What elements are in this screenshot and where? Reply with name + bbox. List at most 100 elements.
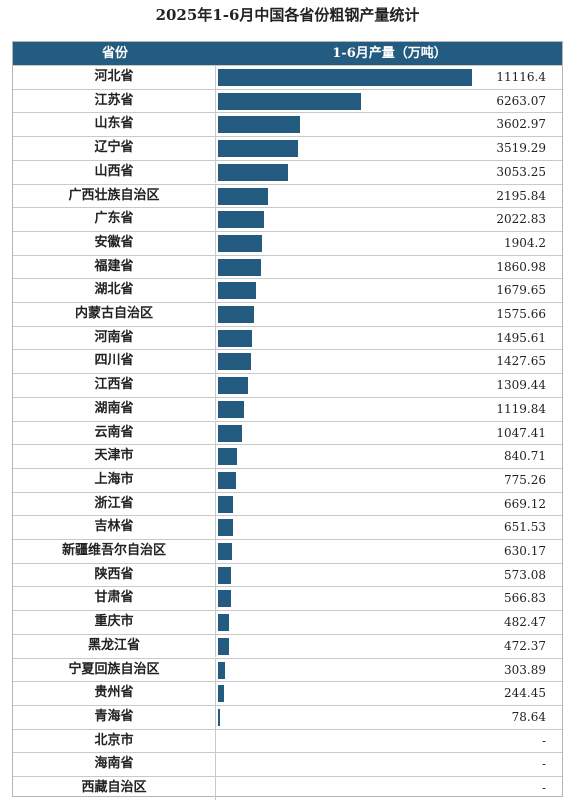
bar: [218, 685, 224, 703]
value-label: 573.08: [504, 567, 546, 582]
value-label: 651.53: [504, 520, 546, 535]
bar: [218, 448, 238, 466]
province-label: 四川省: [13, 350, 216, 374]
value-label: 630.17: [504, 544, 546, 558]
bar: [218, 187, 269, 205]
table-row: 甘肃省 566.83: [13, 586, 562, 611]
bar: [218, 329, 253, 347]
table-row: 陕西省 573.08: [13, 562, 562, 587]
table-row: 广东省 2022.83: [13, 207, 562, 231]
bar: [218, 306, 254, 323]
value-label: -: [541, 757, 546, 772]
table-row: 北京市 -: [13, 728, 562, 753]
table-row: 吉林省 651.53: [13, 515, 562, 539]
value-label: 2195.84: [496, 188, 546, 203]
bar: [218, 424, 242, 442]
bar: [218, 661, 225, 679]
value-label: 1427.65: [496, 354, 546, 369]
table-row: 西藏自治区 -: [13, 776, 562, 800]
bar: [218, 637, 229, 655]
table-row: 山东省 3602.97: [13, 112, 562, 137]
province-label: 吉林省: [13, 516, 216, 539]
value-label: 775.26: [504, 472, 546, 487]
province-label: 陕西省: [13, 563, 216, 587]
province-label: 内蒙古自治区: [13, 303, 216, 326]
province-label: 海南省: [13, 753, 216, 776]
province-label: 辽宁省: [13, 137, 216, 160]
value-label: 1904.2: [504, 235, 546, 250]
value-label: 840.71: [504, 449, 546, 464]
value-label: 3053.25: [496, 164, 546, 179]
value-label: 3602.97: [496, 117, 546, 132]
value-label: 1309.44: [496, 378, 546, 393]
table-row: 辽宁省 3519.29: [13, 136, 562, 160]
province-label: 上海市: [13, 468, 216, 492]
bar: [218, 590, 231, 608]
table-row: 黑龙江省 472.37: [13, 633, 562, 658]
table-row: 天津市 840.71: [13, 444, 562, 468]
table-row: 江西省 1309.44: [13, 373, 562, 397]
bar: [218, 400, 244, 418]
bar: [218, 471, 236, 489]
province-label: 广西壮族自治区: [13, 184, 216, 208]
value-label: 11116.4: [496, 70, 546, 84]
bar: [218, 519, 233, 537]
bar: [218, 566, 232, 584]
bar: [218, 353, 251, 371]
bar: [218, 543, 233, 560]
province-label: 湖北省: [13, 279, 216, 302]
table-row: 山西省 3053.25: [13, 159, 562, 184]
table-row: 新疆维吾尔自治区 630.17: [13, 539, 562, 563]
table-row: 贵州省 244.45: [13, 681, 562, 705]
province-label: 山东省: [13, 113, 216, 137]
table-row: 江苏省 6263.07: [13, 88, 562, 113]
province-label: 重庆市: [13, 611, 216, 634]
province-label: 广东省: [13, 208, 216, 231]
table-row: 安徽省 1904.2: [13, 230, 562, 255]
value-label: 3519.29: [496, 141, 546, 156]
bar: [218, 69, 472, 86]
value-label: 669.12: [504, 496, 546, 511]
bar: [218, 377, 248, 395]
province-label: 河南省: [13, 326, 216, 350]
value-label: 1119.84: [496, 401, 546, 416]
value-label: 303.89: [504, 662, 546, 677]
table-row: 云南省 1047.41: [13, 420, 562, 445]
bar: [218, 211, 265, 229]
table-row: 内蒙古自治区 1575.66: [13, 302, 562, 326]
value-label: 1679.65: [496, 283, 546, 298]
bar: [218, 234, 262, 252]
table-row: 福建省 1860.98: [13, 254, 562, 279]
bar: [218, 258, 261, 276]
value-label: 472.37: [504, 638, 546, 653]
province-label: 安徽省: [13, 231, 216, 255]
data-table: 省份 1-6月产量（万吨） 河北省 11116.4 江苏省 6263.07 山东省 360…: [12, 41, 563, 800]
bar: [218, 140, 299, 158]
bar: [218, 282, 257, 300]
value-label: 482.47: [504, 615, 546, 630]
value-label: 1575.66: [496, 307, 546, 321]
table-row: 湖北省 1679.65: [13, 278, 562, 302]
table-row: 海南省 -: [13, 752, 562, 776]
table-row: 湖南省 1119.84: [13, 396, 562, 421]
value-label: 1860.98: [496, 259, 546, 274]
province-label: 云南省: [13, 421, 216, 445]
province-label: 新疆维吾尔自治区: [13, 540, 216, 563]
province-label: 河北省: [13, 66, 216, 89]
table-row: 上海市 775.26: [13, 467, 562, 492]
province-label: 湖南省: [13, 397, 216, 421]
table-row: 重庆市 482.47: [13, 610, 562, 634]
table-header: 省份 1-6月产量（万吨）: [13, 42, 562, 65]
table-row: 宁夏回族自治区 303.89: [13, 657, 562, 682]
bar: [218, 708, 220, 726]
table-row: 河南省 1495.61: [13, 325, 562, 350]
province-label: 北京市: [13, 729, 216, 753]
province-label: 甘肃省: [13, 587, 216, 611]
province-label: 浙江省: [13, 492, 216, 516]
value-label: -: [541, 781, 546, 795]
value-label: -: [541, 733, 546, 748]
bar: [218, 614, 230, 632]
chart-title: 2025年1-6月中国各省份粗钢产量统计: [155, 6, 420, 24]
header-value: 1-6月产量（万吨）: [332, 46, 447, 61]
bar: [218, 163, 288, 181]
